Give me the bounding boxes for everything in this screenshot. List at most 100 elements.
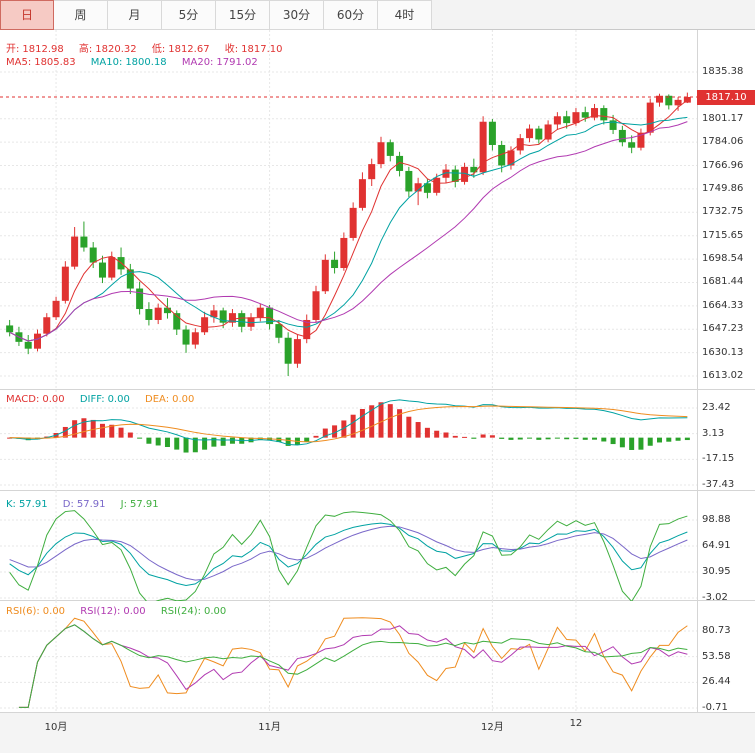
d-value: D: 57.91 <box>62 499 106 510</box>
kdj-panel[interactable]: 98.88 64.91 30.95 -3.02 K: 57.91 D: 57.91 J: 5… <box>0 491 755 603</box>
tab-day[interactable]: 日 <box>0 0 54 30</box>
candlestick[interactable] <box>238 313 246 327</box>
rsi-panel[interactable]: 80.73 53.58 26.44 -0.71 RSI(6): 0.00 RSI(12)… <box>0 601 755 713</box>
candlestick[interactable] <box>275 324 283 338</box>
candlestick[interactable] <box>43 317 51 334</box>
candlestick[interactable] <box>6 325 14 333</box>
candlestick[interactable] <box>349 207 357 238</box>
candlestick[interactable] <box>163 307 171 314</box>
candlestick[interactable] <box>461 166 469 182</box>
macd-bar <box>619 437 625 448</box>
macd-readout: MACD: 0.00 DIFF: 0.00 DEA: 0.00 <box>6 394 206 405</box>
tab-week[interactable]: 周 <box>54 0 108 30</box>
candlestick[interactable] <box>321 259 329 292</box>
candlestick[interactable] <box>154 307 162 320</box>
candlestick[interactable] <box>108 257 116 278</box>
candlestick[interactable] <box>618 129 626 143</box>
macd-bar <box>229 437 235 444</box>
tab-4hour[interactable]: 4时 <box>378 0 432 30</box>
tab-15min[interactable]: 15分 <box>216 0 270 30</box>
candlestick[interactable] <box>498 144 506 166</box>
candlestick[interactable] <box>266 307 274 325</box>
candlestick[interactable] <box>535 128 543 140</box>
candlestick[interactable] <box>71 236 79 267</box>
candlestick[interactable] <box>340 237 348 269</box>
candlestick[interactable] <box>572 112 580 124</box>
candlestick[interactable] <box>136 288 144 310</box>
candlestick[interactable] <box>591 108 599 118</box>
candlestick[interactable] <box>507 150 515 166</box>
candlestick[interactable] <box>228 313 236 323</box>
tab-month[interactable]: 月 <box>108 0 162 30</box>
candlestick[interactable] <box>396 155 404 171</box>
macd-bar <box>341 420 347 438</box>
main-chart-panel[interactable]: 1835.38 1801.17 1784.06 1766.96 1749.86 1732.… <box>0 30 755 390</box>
candlestick[interactable] <box>303 319 311 340</box>
candlestick[interactable] <box>479 121 487 173</box>
candlestick[interactable] <box>581 112 589 118</box>
candlestick-chart[interactable] <box>0 30 697 390</box>
candlestick[interactable] <box>331 259 339 269</box>
candlestick[interactable] <box>674 99 682 106</box>
axis-tick: 1647.23 <box>702 323 744 335</box>
macd-bar <box>666 437 672 442</box>
candlestick[interactable] <box>210 310 218 318</box>
candlestick[interactable] <box>442 169 450 178</box>
candlestick[interactable] <box>182 329 190 345</box>
candlestick[interactable] <box>488 121 496 145</box>
macd-bar <box>304 437 310 442</box>
macd-panel[interactable]: 23.42 3.13 -17.15 -37.43 MACD: 0.00 DIFF: 0.0… <box>0 390 755 491</box>
candlestick[interactable] <box>414 183 422 192</box>
rsi-chart[interactable] <box>0 601 697 713</box>
candlestick[interactable] <box>683 96 691 103</box>
candlestick[interactable] <box>219 310 227 323</box>
candlestick[interactable] <box>24 341 32 349</box>
candlestick[interactable] <box>61 266 69 301</box>
candlestick[interactable] <box>405 170 413 192</box>
candlestick[interactable] <box>377 142 385 165</box>
candlestick[interactable] <box>544 124 552 140</box>
axis-tick: 1784.06 <box>702 136 744 148</box>
tab-60min[interactable]: 60分 <box>324 0 378 30</box>
candlestick[interactable] <box>33 333 41 349</box>
candlestick[interactable] <box>433 177 441 193</box>
candlestick[interactable] <box>284 337 292 364</box>
axis-tick: 23.42 <box>702 402 731 413</box>
candlestick[interactable] <box>386 142 394 156</box>
candlestick[interactable] <box>312 291 320 320</box>
candlestick[interactable] <box>665 95 673 106</box>
candlestick[interactable] <box>201 317 209 333</box>
candlestick[interactable] <box>628 142 636 148</box>
candlestick[interactable] <box>451 169 459 182</box>
candlestick[interactable] <box>368 164 376 180</box>
macd-bar <box>155 437 161 446</box>
candlestick[interactable] <box>609 120 617 130</box>
candlestick[interactable] <box>470 166 478 173</box>
candlestick[interactable] <box>293 339 301 364</box>
candlestick[interactable] <box>256 307 264 318</box>
candlestick[interactable] <box>656 95 664 103</box>
candlestick[interactable] <box>423 183 431 193</box>
time-axis-label: 11月 <box>258 722 281 733</box>
candlestick[interactable] <box>191 332 199 345</box>
candlestick[interactable] <box>173 313 181 330</box>
tab-5min[interactable]: 5分 <box>162 0 216 30</box>
macd-chart[interactable] <box>0 390 697 491</box>
candlestick[interactable] <box>98 262 106 278</box>
tab-30min[interactable]: 30分 <box>270 0 324 30</box>
candlestick[interactable] <box>637 132 645 148</box>
candlestick[interactable] <box>80 236 88 248</box>
candlestick[interactable] <box>646 102 654 133</box>
candlestick[interactable] <box>553 116 561 125</box>
candlestick[interactable] <box>52 300 60 318</box>
candlestick[interactable] <box>563 116 571 124</box>
candlestick[interactable] <box>358 179 366 208</box>
candlestick[interactable] <box>126 269 134 289</box>
kdj-chart[interactable] <box>0 491 697 601</box>
j-line <box>9 510 688 601</box>
candlestick[interactable] <box>600 108 608 121</box>
candlestick[interactable] <box>145 309 153 320</box>
candlestick[interactable] <box>526 128 534 139</box>
candlestick[interactable] <box>89 247 97 263</box>
candlestick[interactable] <box>247 317 255 327</box>
